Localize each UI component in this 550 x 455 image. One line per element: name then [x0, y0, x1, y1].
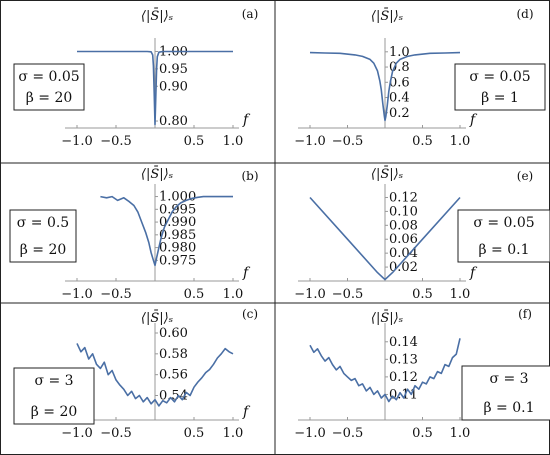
panel-d-beta-label: β = 1	[481, 90, 519, 106]
panel-b-y-axis-label: ⟨|S̄|⟩ₛ	[141, 166, 173, 182]
panel-b-ytick-label: 1.000	[159, 190, 196, 205]
panel-f-ytick-label: 0.14	[389, 335, 418, 350]
panel-c-xtick-label: 0.5	[184, 426, 205, 441]
panel-a-series-line	[77, 50, 233, 126]
panel-c-id-label: (c)	[242, 307, 258, 321]
panel-e-ytick-label: 0.04	[389, 246, 418, 261]
panel-b-xtick-label: −1.0	[61, 287, 93, 302]
panel-c-sigma-label: σ = 3	[34, 373, 73, 389]
panel-f-beta-label: β = 0.1	[484, 400, 535, 416]
panel-a-beta-label: β = 20	[26, 90, 73, 106]
panel-a-id-label: (a)	[242, 7, 259, 21]
panel-c-ytick-label: 0.58	[159, 347, 188, 362]
panel-d-xtick-label: 0.5	[412, 134, 433, 149]
panel-d-ytick-label: 0.6	[389, 75, 410, 90]
panel-a-sigma-label: σ = 0.05	[18, 69, 79, 85]
panel-e-param-box	[457, 209, 550, 263]
panel-c-param-box	[13, 367, 95, 425]
panel-d-ytick-label: 0.8	[389, 60, 410, 75]
panel-e-ytick-label: 0.12	[389, 190, 418, 205]
panel-a-xtick-label: −0.5	[100, 134, 132, 149]
panel-b-ytick-label: 0.975	[159, 253, 196, 268]
panel-b-sigma-label: σ = 0.5	[17, 215, 69, 231]
panel-e-x-axis-label: f	[469, 265, 478, 281]
panel-f-series-line	[309, 338, 461, 403]
panel-e-ytick-label: 0.10	[389, 204, 418, 219]
panel-f-id-label: (f)	[518, 307, 532, 321]
panel-f-xtick-label: −0.5	[332, 426, 364, 441]
panel-c-xtick-label: −0.5	[100, 426, 132, 441]
panel-a-ytick-label: 0.95	[159, 62, 188, 77]
panel-d-xtick-label: −1.0	[294, 134, 326, 149]
panel-e-y-axis-label: ⟨|S̄|⟩ₛ	[371, 166, 403, 182]
panel-a-param-box	[13, 63, 85, 111]
panel-c-ytick-label: 0.60	[159, 326, 188, 341]
panel-e-ytick-label: 0.06	[389, 232, 418, 247]
panel-d-sigma-label: σ = 0.05	[469, 69, 530, 85]
panel-f-param-box	[461, 365, 550, 421]
panel-d-param-box	[454, 63, 546, 111]
panel-e-sigma-label: σ = 0.05	[473, 215, 534, 231]
panel-a-xtick-label: −1.0	[61, 134, 93, 149]
panel-a-y-axis-label: ⟨|S̄|⟩ₛ	[141, 8, 173, 24]
panel-f-ytick-label: 0.12	[389, 370, 418, 385]
panel-c-xtick-label: 1.0	[223, 426, 244, 441]
panel-d-xtick-label: −0.5	[332, 134, 364, 149]
panel-e-xtick-label: 0.5	[412, 287, 433, 302]
panel-d-ytick-label: 0.4	[389, 91, 410, 106]
panel-e-beta-label: β = 0.1	[479, 242, 530, 258]
panel-d-x-axis-label: f	[469, 112, 478, 128]
panel-c-x-axis-label: f	[242, 404, 251, 420]
panel-b-ytick-label: 0.980	[159, 241, 196, 256]
panel-f-ytick-label: 0.13	[389, 352, 418, 367]
panel-a-ytick-label: 0.90	[159, 79, 188, 94]
panel-b-xtick-label: −0.5	[100, 287, 132, 302]
panel-f-xtick-label: 0.5	[412, 426, 433, 441]
panel-b-beta-label: β = 20	[20, 242, 67, 258]
panel-a-xtick-label: 1.0	[223, 134, 244, 149]
panel-e-ytick-label: 0.08	[389, 218, 418, 233]
panel-f-y-axis-label: ⟨|S̄|⟩ₛ	[371, 310, 403, 326]
panel-b-x-axis-label: f	[242, 265, 251, 281]
panel-b-id-label: (b)	[241, 169, 258, 183]
panel-c-beta-label: β = 20	[31, 404, 78, 420]
panel-c-series-line	[76, 343, 234, 407]
panel-b-ytick-label: 0.995	[159, 202, 196, 217]
panel-e-ytick-label: 0.02	[389, 260, 418, 275]
panel-d-id-label: (d)	[516, 7, 533, 21]
panel-c-xtick-label: −1.0	[61, 426, 93, 441]
panel-b-xtick-label: 1.0	[223, 287, 244, 302]
panel-d-ytick-label: 0.2	[389, 106, 410, 121]
panel-b-xtick-label: 0.5	[184, 287, 205, 302]
panel-c-ytick-label: 0.56	[159, 368, 188, 383]
panel-b-series-line	[100, 195, 233, 267]
panel-d-series-line	[309, 51, 461, 122]
panel-f-xtick-label: −1.0	[294, 426, 326, 441]
panel-c-y-axis-label: ⟨|S̄|⟩ₛ	[141, 310, 173, 326]
panel-a-x-axis-label: f	[242, 112, 251, 128]
panel-d-xtick-label: 1.0	[450, 134, 471, 149]
panel-f-xtick-label: 1.0	[450, 426, 471, 441]
panel-a-xtick-label: 0.5	[184, 134, 205, 149]
panel-f-sigma-label: σ = 3	[489, 371, 528, 387]
panel-d-ytick-label: 1.0	[389, 45, 410, 60]
panel-c-ytick-label: 0.54	[159, 389, 188, 404]
panel-a-ytick-label: 0.80	[159, 114, 188, 129]
panel-d-y-axis-label: ⟨|S̄|⟩ₛ	[371, 8, 403, 24]
panel-b-param-box	[9, 209, 77, 263]
panel-e-id-label: (e)	[517, 169, 533, 183]
panel-b-ytick-label: 0.985	[159, 228, 196, 243]
panel-e-series-line	[309, 196, 461, 281]
panel-e-xtick-label: −0.5	[332, 287, 364, 302]
panel-e-xtick-label: −1.0	[294, 287, 326, 302]
panel-e-xtick-label: 1.0	[450, 287, 471, 302]
